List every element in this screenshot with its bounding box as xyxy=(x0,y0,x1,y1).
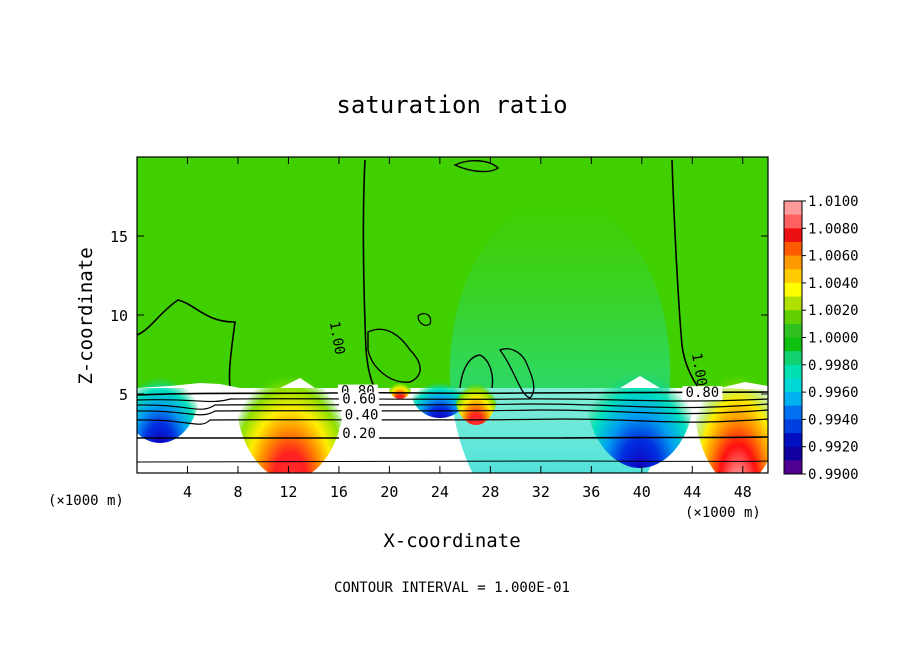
contour-label-bg xyxy=(341,408,382,423)
contour-label: 0.80 xyxy=(686,385,720,401)
contour-label: 0.40 xyxy=(345,407,379,423)
colorbar-swatch xyxy=(784,433,802,448)
x-tick-label: 4 xyxy=(183,483,192,501)
x-tick-label: 24 xyxy=(431,483,449,501)
colorbar-swatch xyxy=(784,201,802,216)
warm-plume-3 xyxy=(454,355,498,425)
colorbar-swatch xyxy=(784,378,802,393)
x-tick-label: 28 xyxy=(481,483,499,501)
colorbar-swatch xyxy=(784,214,802,229)
colorbar-swatch xyxy=(784,255,802,270)
colorbar xyxy=(783,200,803,475)
x-tick-label: 8 xyxy=(233,483,242,501)
contour-label: 0.60 xyxy=(342,391,376,407)
contour-label: 1.00 xyxy=(326,320,348,356)
colorbar-swatch xyxy=(784,323,802,338)
x-tick-label: 36 xyxy=(582,483,600,501)
colorbar-level-label: 1.0020 xyxy=(808,303,859,319)
colorbar-swatch xyxy=(784,419,802,434)
colorbar-swatch xyxy=(784,310,802,325)
colorbar-level-label: 1.0060 xyxy=(808,249,859,265)
x-tick-label: 44 xyxy=(683,483,701,501)
colorbar-swatch xyxy=(784,296,802,311)
plot-area: 1.001.000.800.600.400.200.80 xyxy=(137,157,768,473)
contour-interval-note: CONTOUR INTERVAL = 1.000E-01 xyxy=(334,580,570,596)
surface-white-patches xyxy=(137,376,768,390)
colorbar-swatch xyxy=(784,405,802,420)
x-tick-label: 48 xyxy=(734,483,752,501)
contour-lines xyxy=(137,159,768,463)
colorbar-level-label: 1.0080 xyxy=(808,221,859,237)
x-tick-label: 32 xyxy=(532,483,550,501)
blue-region-3 xyxy=(410,358,470,418)
colorbar-swatch xyxy=(784,446,802,461)
y-tick-label: 5 xyxy=(119,386,128,404)
y-axis-ticks: 5 10 15 xyxy=(110,228,768,404)
colorbar-swatch xyxy=(784,228,802,243)
colorbar-level-label: 0.9920 xyxy=(808,440,859,456)
x-units-right: (×1000 m) xyxy=(685,505,761,521)
contour-labels: 1.001.000.800.600.400.200.80 xyxy=(326,320,723,442)
colorbar-level-label: 0.9980 xyxy=(808,358,859,374)
colorbar-level-label: 0.9940 xyxy=(808,412,859,428)
colorbar-swatch xyxy=(784,460,802,475)
x-tick-label: 40 xyxy=(633,483,651,501)
colorbar-swatch xyxy=(784,282,802,298)
colorbar-swatch xyxy=(784,351,802,366)
contour-label-bg xyxy=(682,386,723,401)
contour-label-bg xyxy=(339,392,380,407)
x-axis-label: X-coordinate xyxy=(383,530,520,552)
contour-label: 0.20 xyxy=(342,426,376,442)
colorbar-level-label: 0.9960 xyxy=(808,385,859,401)
x-axis-ticks: 4 8 12 16 20 24 28 32 36 40 44 48 xyxy=(183,157,752,501)
contour-label-bg xyxy=(339,427,380,442)
colorbar-level-label: 1.0000 xyxy=(808,331,859,347)
colorbar-level-label: 0.9900 xyxy=(808,467,859,483)
colorbar-level-label: 1.0100 xyxy=(808,194,859,210)
colorbar-swatch xyxy=(784,241,802,257)
x-units-left: (×1000 m) xyxy=(48,493,124,509)
y-tick-label: 10 xyxy=(110,307,128,325)
colorbar-swatch xyxy=(784,269,802,284)
x-tick-label: 20 xyxy=(380,483,398,501)
colorbar-swatch xyxy=(784,364,802,379)
warm-plume-4 xyxy=(388,371,412,399)
colorbar-level-label: 1.0040 xyxy=(808,276,859,292)
chart-title: saturation ratio xyxy=(336,91,567,119)
colorbar-labels: 1.0100 1.0080 1.0060 1.0040 1.0020 1.0000 0.99… xyxy=(802,194,859,483)
y-axis-label: Z-coordinate xyxy=(75,247,97,384)
y-tick-label: 15 xyxy=(110,228,128,246)
colorbar-swatch xyxy=(784,337,802,352)
x-tick-label: 16 xyxy=(330,483,348,501)
warm-plume-2 xyxy=(693,295,768,473)
contour-label: 1.00 xyxy=(688,352,710,388)
colorbar-swatch xyxy=(784,392,802,407)
x-tick-label: 12 xyxy=(279,483,297,501)
